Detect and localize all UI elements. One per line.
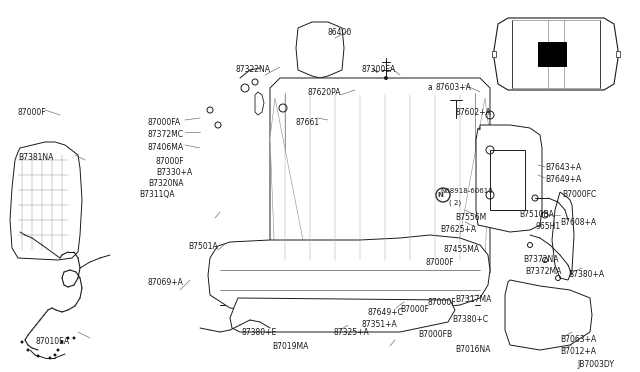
Polygon shape: [270, 78, 490, 273]
Text: 87000F: 87000F: [428, 298, 456, 307]
Text: 87322NA: 87322NA: [236, 65, 271, 74]
Circle shape: [49, 356, 51, 359]
Text: 87603+A: 87603+A: [436, 83, 472, 92]
Circle shape: [36, 355, 40, 357]
Text: B7317MA: B7317MA: [455, 295, 492, 304]
Text: 87602+A: 87602+A: [455, 108, 491, 117]
Circle shape: [67, 337, 70, 340]
Text: B7380+C: B7380+C: [452, 315, 488, 324]
Text: B7372MA: B7372MA: [525, 267, 561, 276]
Text: 87000F: 87000F: [425, 258, 454, 267]
Circle shape: [54, 353, 56, 356]
Text: B7625+A: B7625+A: [440, 225, 476, 234]
Text: B7000FC: B7000FC: [562, 190, 596, 199]
Text: 87010EA: 87010EA: [35, 337, 69, 346]
Polygon shape: [10, 142, 82, 260]
Circle shape: [72, 337, 76, 340]
Text: 87300EA: 87300EA: [362, 65, 396, 74]
Text: B7649+A: B7649+A: [545, 175, 581, 184]
Text: B7320NA: B7320NA: [148, 179, 184, 188]
Text: B7643+A: B7643+A: [545, 163, 581, 172]
Text: 87649+C: 87649+C: [368, 308, 404, 317]
Polygon shape: [552, 192, 574, 280]
Text: 86400: 86400: [328, 28, 352, 37]
Bar: [616, 51, 620, 57]
Text: 87000FA: 87000FA: [148, 118, 181, 127]
Bar: [490, 150, 525, 210]
Polygon shape: [270, 98, 315, 301]
Text: B7372NA: B7372NA: [523, 255, 559, 264]
Circle shape: [56, 349, 60, 352]
Text: a: a: [428, 83, 433, 93]
Polygon shape: [505, 280, 592, 350]
Polygon shape: [296, 22, 344, 78]
Polygon shape: [494, 18, 618, 90]
Text: 87406MA: 87406MA: [148, 143, 184, 152]
Text: 87455MA: 87455MA: [443, 245, 479, 254]
Text: B7000FB: B7000FB: [418, 330, 452, 339]
Bar: [538, 42, 566, 66]
Text: B7019MA: B7019MA: [272, 342, 308, 351]
Text: B7000F: B7000F: [400, 305, 429, 314]
Text: B7608+A: B7608+A: [560, 218, 596, 227]
Polygon shape: [476, 125, 542, 232]
Polygon shape: [230, 298, 455, 332]
Text: 87325+A: 87325+A: [333, 328, 369, 337]
Text: N: N: [437, 192, 443, 198]
Circle shape: [26, 349, 29, 352]
Text: B7381NA: B7381NA: [18, 153, 53, 162]
Text: 87000F: 87000F: [156, 157, 184, 166]
Polygon shape: [255, 92, 264, 115]
Text: JB7003DY: JB7003DY: [577, 360, 614, 369]
Text: 87380+E: 87380+E: [242, 328, 277, 337]
Text: B7063+A: B7063+A: [560, 335, 596, 344]
Text: 87000F: 87000F: [18, 108, 47, 117]
Circle shape: [61, 340, 63, 343]
Bar: [492, 51, 496, 57]
Text: 87372MC: 87372MC: [148, 130, 184, 139]
Polygon shape: [208, 235, 490, 312]
Text: B7380+A: B7380+A: [568, 270, 604, 279]
Text: B7501A: B7501A: [188, 242, 218, 251]
Text: 87661: 87661: [296, 118, 320, 127]
Text: B7556M: B7556M: [455, 213, 486, 222]
Circle shape: [20, 340, 24, 343]
Text: N08918-60610: N08918-60610: [440, 188, 493, 194]
Text: B7016NA: B7016NA: [455, 345, 490, 354]
Text: B7330+A: B7330+A: [156, 168, 192, 177]
Circle shape: [384, 76, 388, 80]
Text: 87351+A: 87351+A: [361, 320, 397, 329]
Text: 965H1: 965H1: [535, 222, 560, 231]
Text: ( 2): ( 2): [449, 199, 461, 205]
Text: 87069+A: 87069+A: [148, 278, 184, 287]
Polygon shape: [448, 98, 490, 291]
Text: B7012+A: B7012+A: [560, 347, 596, 356]
Text: B7311QA: B7311QA: [139, 190, 175, 199]
Text: 87620PA: 87620PA: [308, 88, 342, 97]
Text: B7510BA: B7510BA: [519, 210, 554, 219]
